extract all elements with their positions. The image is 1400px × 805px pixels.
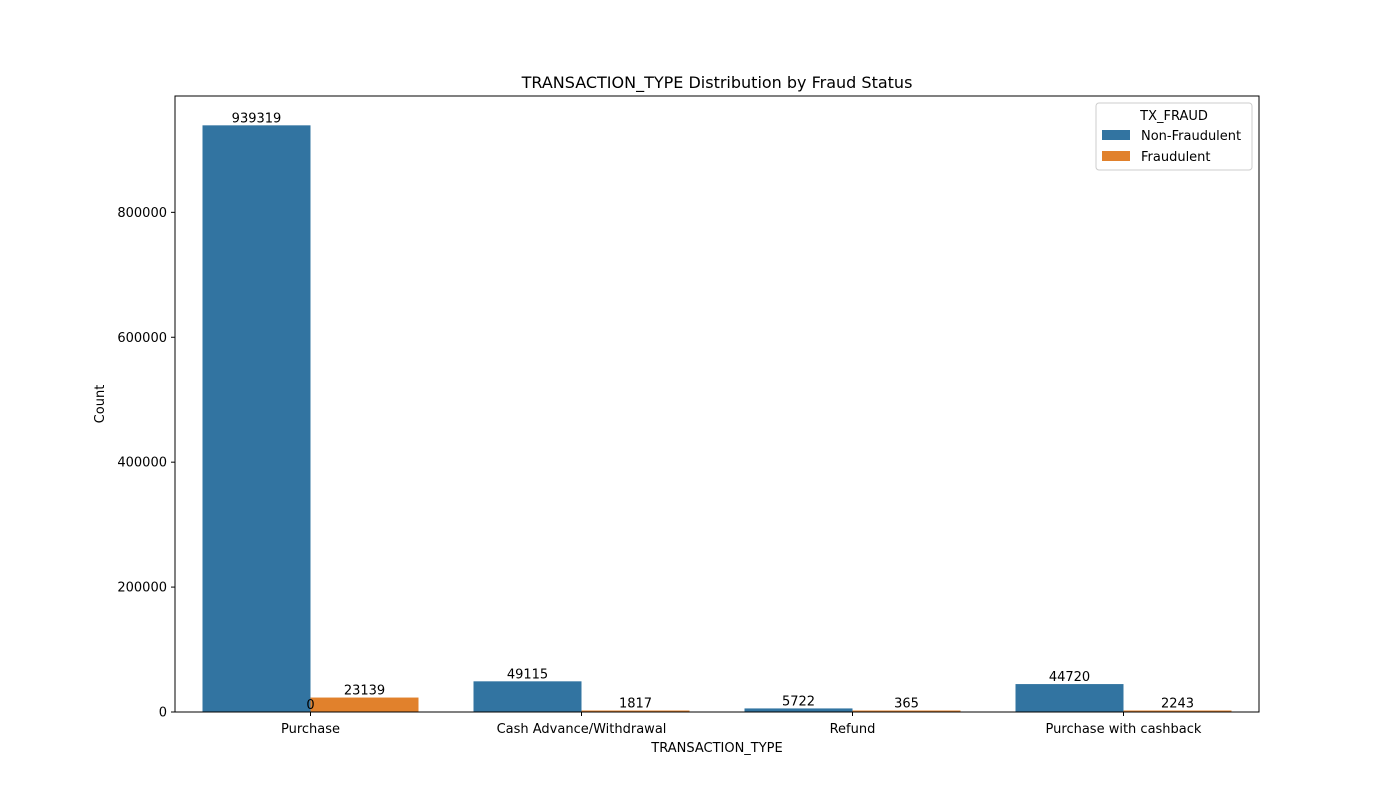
bar-non-fraudulent <box>744 708 853 712</box>
bar-value-label: 49115 <box>507 667 548 682</box>
y-tick-label: 400000 <box>117 456 167 471</box>
x-axis-label: TRANSACTION_TYPE <box>650 741 782 756</box>
legend-box <box>1095 102 1253 171</box>
y-tick-label: 0 <box>159 706 167 721</box>
bar-value-label: 2243 <box>1161 697 1194 712</box>
legend-entries: Non-Fraudulent Fraudulent <box>1102 129 1241 165</box>
legend-title: TX_FRAUD <box>1139 109 1208 124</box>
plot-area-frame <box>174 95 1260 713</box>
x-tick-label: Cash Advance/Withdrawal <box>497 722 667 737</box>
bars-group <box>202 125 1232 712</box>
bar-non-fraudulent <box>202 125 311 712</box>
y-tick-label: 200000 <box>117 581 167 596</box>
legend-label: Fraudulent <box>1141 150 1211 165</box>
bar-value-label: 939319 <box>232 111 282 126</box>
y-tick-label: 800000 <box>117 206 167 221</box>
bar-value-label: 23139 <box>344 684 385 699</box>
x-axis-ticks: Purchase Cash Advance/Withdrawal Refund Pur… <box>281 712 1202 737</box>
bar-labels-group: 939319 49115 5722 44720 23139 1817 365 2243 0 <box>232 111 1194 713</box>
zero-value-label: 0 <box>306 698 314 713</box>
y-tick-label: 600000 <box>117 331 167 346</box>
bar-non-fraudulent <box>1015 684 1124 712</box>
bar-value-label: 5722 <box>782 694 815 709</box>
bar-fraudulent <box>1123 710 1232 712</box>
x-tick-label: Purchase with cashback <box>1046 722 1202 737</box>
x-tick-label: Refund <box>830 722 876 737</box>
bar-fraudulent <box>581 710 690 712</box>
bar-fraudulent <box>852 710 961 712</box>
y-axis-label: Count <box>93 385 108 424</box>
legend-swatch <box>1102 130 1130 140</box>
legend-label: Non-Fraudulent <box>1141 129 1241 144</box>
bar-fraudulent <box>310 697 419 712</box>
chart-title: TRANSACTION_TYPE Distribution by Fraud S… <box>521 73 913 93</box>
bar-value-label: 365 <box>894 697 919 712</box>
bar-non-fraudulent <box>473 681 582 712</box>
bar-value-label: 44720 <box>1049 670 1090 685</box>
legend-swatch <box>1102 151 1130 161</box>
bar-value-label: 1817 <box>619 697 652 712</box>
legend: TX_FRAUD Non-Fraudulent Fraudulent <box>1095 102 1253 171</box>
x-tick-label: Purchase <box>281 722 340 737</box>
y-axis-ticks: 0 200000 400000 600000 800000 <box>117 206 175 721</box>
